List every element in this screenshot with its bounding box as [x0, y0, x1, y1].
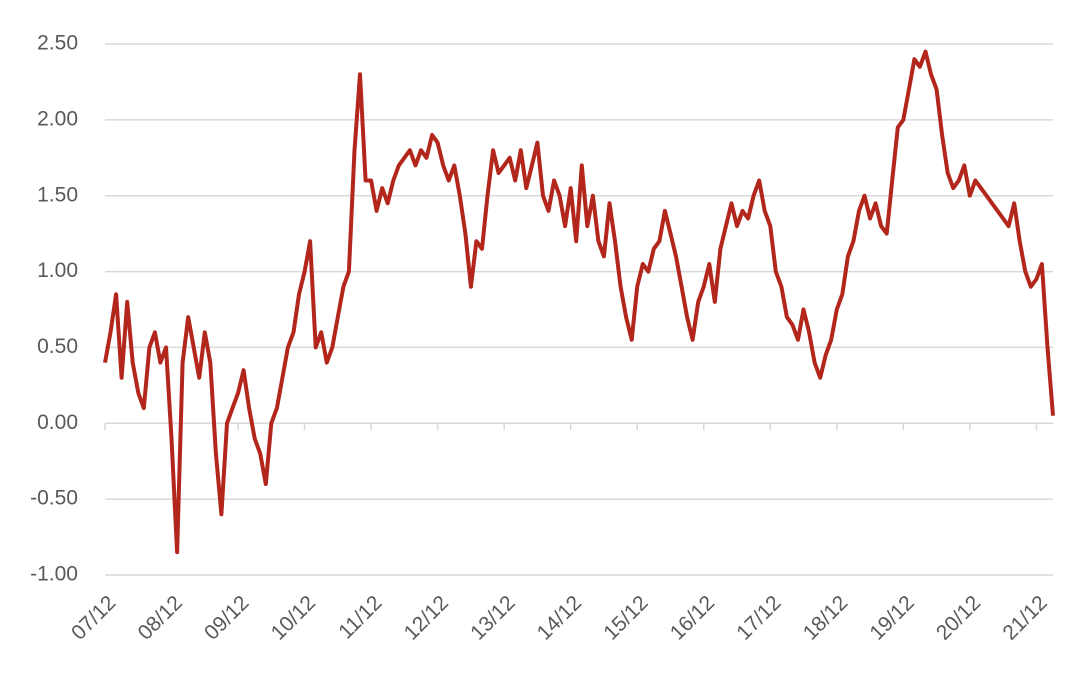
x-tick-label: 07/12	[67, 591, 120, 644]
x-tick-label: 10/12	[267, 591, 320, 644]
y-tick-label: 1.50	[37, 183, 78, 206]
x-tick-label: 09/12	[200, 591, 253, 644]
x-tick-label: 13/12	[466, 591, 519, 644]
x-tick-label: 17/12	[732, 591, 785, 644]
x-tick-label: 18/12	[799, 591, 852, 644]
x-tick-label: 19/12	[865, 591, 918, 644]
x-tick-label: 20/12	[932, 591, 985, 644]
y-tick-label: 2.00	[37, 107, 78, 130]
x-tick-label: 11/12	[334, 591, 386, 643]
x-tick-label: 12/12	[400, 591, 453, 644]
y-tick-label: -0.50	[30, 487, 78, 510]
y-tick-label: 0.50	[37, 335, 78, 358]
y-tick-label: 2.50	[37, 32, 78, 55]
x-tick-label: 16/12	[666, 591, 719, 644]
x-tick-label: 15/12	[599, 591, 652, 644]
data-line	[103, 49, 1055, 555]
y-tick-label: 0.00	[37, 411, 78, 434]
x-tick-label: 08/12	[134, 591, 187, 644]
y-tick-label: 1.00	[37, 259, 78, 282]
y-tick-label: -1.00	[30, 563, 78, 586]
x-tick-label: 14/12	[533, 591, 586, 644]
x-tick-label: 21/12	[998, 591, 1051, 644]
